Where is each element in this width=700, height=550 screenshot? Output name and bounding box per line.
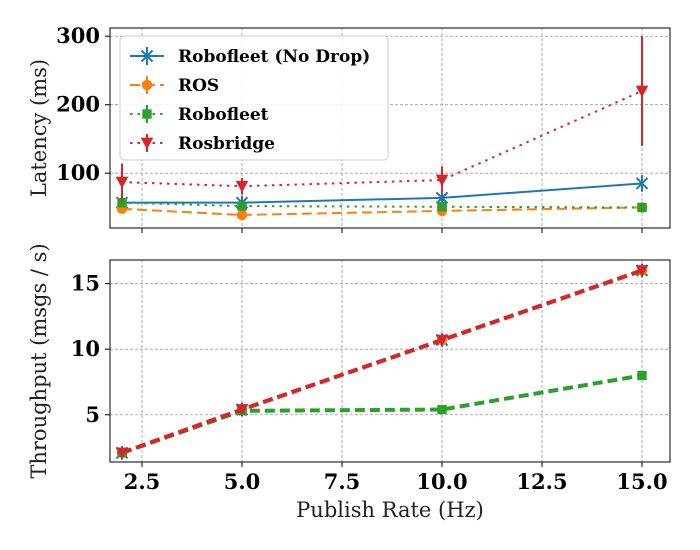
series-robofleet	[117, 197, 647, 213]
legend-marker	[140, 137, 154, 150]
x-tick-label: 5.0	[224, 469, 261, 494]
y-tick-label: 10	[71, 336, 100, 361]
data-point	[235, 404, 249, 416]
y-axis-label: Throughput (msgs / s)	[27, 243, 51, 478]
data-point	[635, 265, 649, 277]
legend-label: ROS	[178, 76, 219, 96]
legend-entry: Rosbridge	[130, 134, 275, 154]
data-point	[437, 404, 447, 415]
data-point	[236, 209, 248, 221]
data-point	[435, 334, 449, 347]
series-ros	[116, 202, 648, 221]
data-point	[635, 176, 649, 191]
series-robofleet-no-drop	[115, 175, 649, 210]
legend-box	[119, 35, 389, 161]
x-tick-label: 10.0	[416, 469, 467, 494]
series-rosbridge	[115, 265, 649, 460]
throughput-chart: 5 10 15 2.5 5.0 7.5 10.0 12.5 15.0 Throughput (ms…	[27, 243, 671, 522]
x-tick-label: 7.5	[324, 469, 361, 494]
data-point	[637, 202, 647, 213]
series-line	[121, 373, 643, 455]
x-tick-label: 12.5	[516, 469, 567, 494]
data-point	[637, 370, 647, 381]
x-axis-label: Publish Rate (Hz)	[296, 498, 484, 522]
x-tick-label: 2.5	[124, 469, 161, 494]
data-point	[437, 202, 447, 212]
series-rosbridge	[115, 36, 649, 201]
plot-frame	[109, 27, 671, 229]
legend-entry: Robofleet	[130, 105, 269, 125]
y-axis-label: Latency (ms)	[27, 59, 51, 197]
y-tick-label: 100	[56, 160, 100, 185]
data-point	[115, 447, 129, 460]
series-line	[122, 182, 643, 204]
gridlines	[110, 260, 670, 462]
legend: Robofleet (No Drop) ROS Robofleet Rosbridge	[119, 35, 389, 161]
legend-label: Rosbridge	[178, 134, 275, 154]
legend-entry: Robofleet (No Drop)	[130, 47, 370, 67]
data-point	[235, 180, 249, 193]
plot-frame	[109, 259, 671, 463]
data-point	[117, 197, 127, 208]
series-line	[121, 206, 643, 216]
series-robofleet	[117, 370, 647, 458]
legend-marker	[142, 109, 152, 119]
series-line	[121, 90, 643, 188]
series-line	[121, 201, 643, 209]
data-point	[237, 201, 247, 211]
legend-label: Robofleet (No Drop)	[178, 47, 370, 67]
data-point	[435, 174, 449, 187]
y-tick-label: 5	[85, 402, 100, 427]
x-tick-label: 15.0	[616, 469, 667, 494]
data-point	[635, 85, 649, 98]
legend-marker	[141, 79, 153, 91]
legend-entry: ROS	[130, 76, 219, 96]
y-tick-label: 200	[56, 92, 100, 117]
gridlines	[110, 28, 670, 228]
legend-label: Robofleet	[178, 105, 269, 125]
legend-marker	[140, 49, 154, 63]
series-line	[121, 268, 643, 455]
data-point	[115, 176, 129, 189]
y-tick-label: 15	[71, 271, 100, 296]
y-tick-label: 300	[56, 23, 100, 48]
